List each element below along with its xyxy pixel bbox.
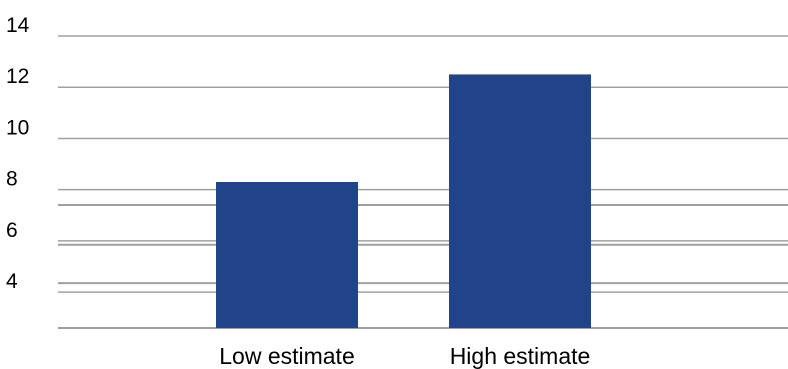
y-tick-label-8: 8	[6, 168, 18, 191]
category-label-high-estimate: High estimate	[450, 343, 591, 369]
y-axis-tick-labels: 4 6 8 10 12 14	[6, 14, 30, 293]
category-label-low-estimate: Low estimate	[219, 343, 355, 369]
gridlines	[58, 35, 788, 329]
y-tick-label-12: 12	[6, 65, 29, 88]
y-tick-label-10: 10	[6, 116, 29, 139]
x-axis-category-labels: Low estimate High estimate	[219, 343, 590, 369]
bar-low-estimate	[216, 182, 358, 328]
bars	[216, 74, 591, 328]
y-tick-label-6: 6	[6, 219, 18, 242]
y-tick-label-14: 14	[6, 14, 30, 37]
bar-high-estimate	[449, 74, 591, 328]
y-tick-label-4: 4	[6, 270, 18, 293]
